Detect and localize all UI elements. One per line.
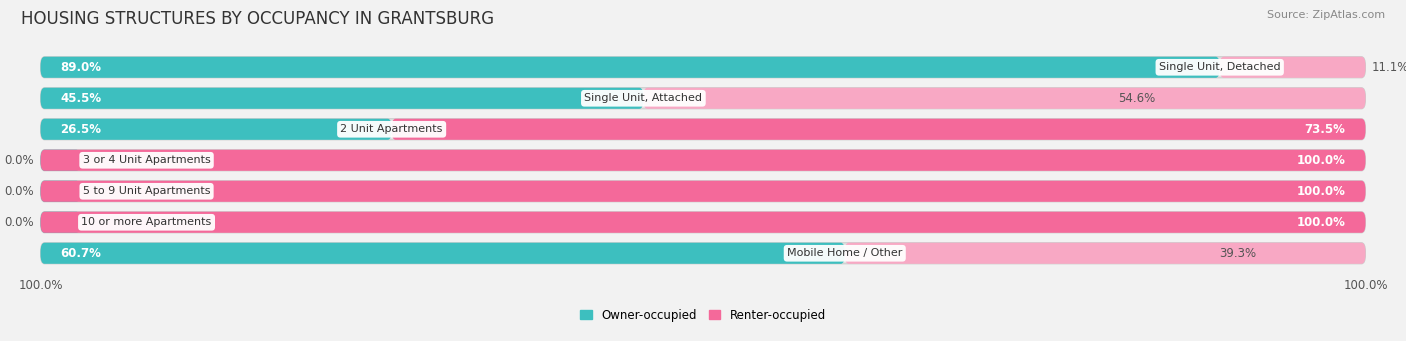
Text: Single Unit, Detached: Single Unit, Detached [1159, 62, 1281, 72]
FancyBboxPatch shape [41, 119, 1365, 140]
Text: Single Unit, Attached: Single Unit, Attached [585, 93, 703, 103]
Text: 73.5%: 73.5% [1305, 123, 1346, 136]
Text: 0.0%: 0.0% [4, 185, 34, 198]
Text: 45.5%: 45.5% [60, 92, 101, 105]
FancyBboxPatch shape [41, 57, 1220, 78]
Text: HOUSING STRUCTURES BY OCCUPANCY IN GRANTSBURG: HOUSING STRUCTURES BY OCCUPANCY IN GRANT… [21, 10, 495, 28]
FancyBboxPatch shape [41, 212, 1365, 233]
Text: Mobile Home / Other: Mobile Home / Other [787, 248, 903, 258]
Legend: Owner-occupied, Renter-occupied: Owner-occupied, Renter-occupied [575, 304, 831, 326]
Text: 100.0%: 100.0% [1296, 154, 1346, 167]
FancyBboxPatch shape [392, 119, 1365, 140]
Text: 100.0%: 100.0% [1296, 216, 1346, 229]
Text: 100.0%: 100.0% [18, 279, 63, 292]
Text: 39.3%: 39.3% [1219, 247, 1256, 260]
FancyBboxPatch shape [41, 150, 1365, 171]
Text: 5 to 9 Unit Apartments: 5 to 9 Unit Apartments [83, 186, 211, 196]
Text: 10 or more Apartments: 10 or more Apartments [82, 217, 212, 227]
FancyBboxPatch shape [41, 181, 80, 202]
FancyBboxPatch shape [644, 88, 1365, 109]
Text: 100.0%: 100.0% [1296, 185, 1346, 198]
Text: 11.1%: 11.1% [1372, 61, 1406, 74]
FancyBboxPatch shape [41, 88, 1365, 109]
Text: 0.0%: 0.0% [4, 154, 34, 167]
Text: 26.5%: 26.5% [60, 123, 101, 136]
FancyBboxPatch shape [1220, 57, 1365, 78]
FancyBboxPatch shape [41, 212, 1365, 233]
FancyBboxPatch shape [41, 181, 1365, 202]
Text: 54.6%: 54.6% [1118, 92, 1156, 105]
FancyBboxPatch shape [41, 88, 644, 109]
Text: 100.0%: 100.0% [1343, 279, 1388, 292]
FancyBboxPatch shape [41, 57, 1365, 78]
FancyBboxPatch shape [41, 150, 1365, 171]
Text: Source: ZipAtlas.com: Source: ZipAtlas.com [1267, 10, 1385, 20]
Text: 89.0%: 89.0% [60, 61, 101, 74]
FancyBboxPatch shape [41, 212, 80, 233]
Text: 60.7%: 60.7% [60, 247, 101, 260]
Text: 3 or 4 Unit Apartments: 3 or 4 Unit Apartments [83, 155, 211, 165]
FancyBboxPatch shape [41, 119, 392, 140]
FancyBboxPatch shape [41, 243, 845, 264]
Text: 2 Unit Apartments: 2 Unit Apartments [340, 124, 443, 134]
FancyBboxPatch shape [845, 243, 1365, 264]
Text: 0.0%: 0.0% [4, 216, 34, 229]
FancyBboxPatch shape [41, 243, 1365, 264]
FancyBboxPatch shape [41, 181, 1365, 202]
FancyBboxPatch shape [41, 150, 80, 171]
